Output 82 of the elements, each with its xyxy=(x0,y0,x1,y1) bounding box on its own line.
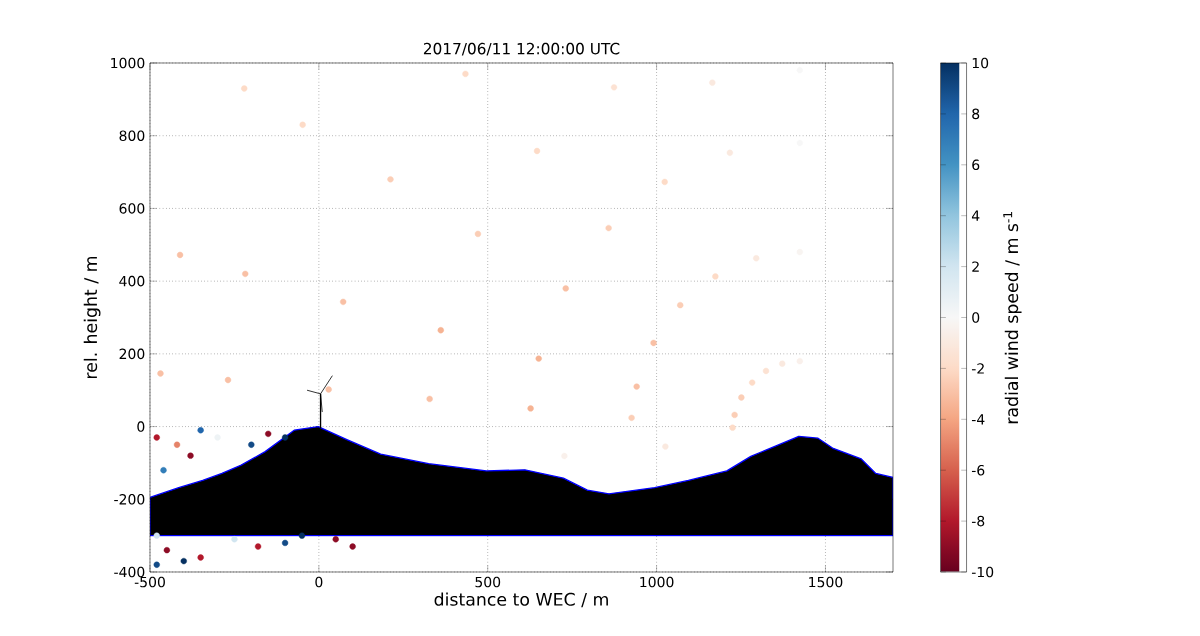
color-bar-label: 0 xyxy=(972,312,980,323)
point xyxy=(173,441,181,448)
color-bar-label: -6 xyxy=(971,464,985,476)
point xyxy=(299,121,306,128)
color-bar-label: -8 xyxy=(971,515,985,527)
y-tick-label: 800 xyxy=(119,130,145,141)
point xyxy=(527,405,534,412)
point xyxy=(157,370,164,377)
point xyxy=(281,434,289,441)
chart-title: 2017/06/11 12:00:00 UTC xyxy=(423,42,620,56)
point xyxy=(753,255,760,262)
point xyxy=(281,539,289,547)
color-bar-label: 6 xyxy=(972,159,980,171)
point xyxy=(712,273,719,280)
point xyxy=(762,367,770,375)
x-tick-label: 1000 xyxy=(640,576,674,588)
x-tick-label: 1500 xyxy=(809,576,843,588)
point xyxy=(325,386,332,393)
x-tick-label: 0 xyxy=(315,576,323,588)
point xyxy=(731,411,738,419)
point xyxy=(340,298,347,305)
y-tick-label: 1000 xyxy=(111,57,145,69)
x-axis-title: distance to WEC / m xyxy=(434,592,608,608)
point xyxy=(633,383,640,390)
point xyxy=(437,327,444,334)
point xyxy=(187,452,194,459)
point xyxy=(426,395,433,403)
point xyxy=(241,85,248,92)
point xyxy=(749,379,756,386)
x-tick-label: 500 xyxy=(475,576,501,588)
x-tick-label: -500 xyxy=(134,576,165,588)
point xyxy=(176,251,184,259)
point xyxy=(265,430,272,437)
point xyxy=(153,561,160,568)
point xyxy=(726,149,734,156)
point xyxy=(231,536,238,543)
point xyxy=(605,224,612,232)
point xyxy=(180,557,187,565)
point xyxy=(535,355,542,362)
point xyxy=(729,424,736,431)
point xyxy=(628,414,635,421)
point xyxy=(533,147,541,155)
point xyxy=(474,230,482,238)
point xyxy=(779,360,786,367)
color-bar-label: 4 xyxy=(971,210,980,221)
point xyxy=(462,70,469,78)
color-bar-label: -2 xyxy=(971,363,984,374)
point xyxy=(248,441,255,448)
point xyxy=(650,339,657,347)
y-tick-label: -400 xyxy=(114,566,145,578)
color-bar-title: radial wind speed / m s$^{-1}$ xyxy=(1003,212,1022,424)
point xyxy=(677,302,684,309)
point xyxy=(254,543,262,550)
point xyxy=(562,285,569,292)
y-tick-label: 400 xyxy=(119,275,145,287)
point xyxy=(242,270,249,277)
point xyxy=(349,543,356,550)
point xyxy=(153,434,160,441)
color-bar-label: -4 xyxy=(971,414,985,425)
y-axis-title: rel. height / m xyxy=(83,256,101,378)
color-bar-label: 8 xyxy=(972,108,980,120)
point xyxy=(661,178,668,186)
color-bar-label: -10 xyxy=(971,566,994,578)
point xyxy=(298,532,306,539)
point xyxy=(224,376,232,384)
point xyxy=(387,176,394,183)
point xyxy=(332,536,339,543)
point xyxy=(709,79,716,86)
color-bar-label: 10 xyxy=(972,57,989,69)
y-tick-label: -200 xyxy=(114,493,145,505)
color-bar-label: 2 xyxy=(972,261,979,272)
y-tick-label: 0 xyxy=(137,421,145,432)
y-tick-label: 600 xyxy=(119,203,145,214)
y-tick-label: 200 xyxy=(119,348,145,360)
point xyxy=(153,532,160,539)
point xyxy=(662,443,669,450)
point xyxy=(197,427,204,434)
point xyxy=(610,84,618,91)
point xyxy=(163,547,171,554)
point xyxy=(738,394,745,401)
point xyxy=(160,467,167,474)
point xyxy=(197,554,204,561)
